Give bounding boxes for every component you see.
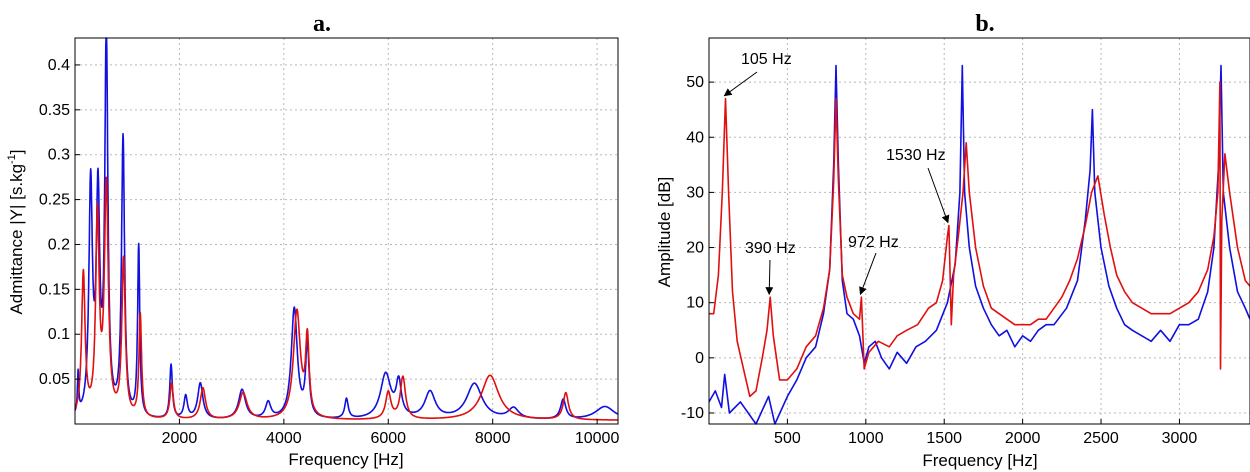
panel-b-label: b. [975,11,994,37]
x-tick-label: 3000 [1162,430,1198,447]
panel-a-frame [74,37,619,425]
panel-b-ticks: 500 1000 1500 2000 2500 3000 -10 0 10 20 30 40 50 [681,74,1197,447]
y-tick-label: 0.35 [39,102,70,119]
panel-a-ylabel: Admittance |Y| [s.kg-1] [6,149,26,314]
panel-b-frame [708,37,1250,425]
x-tick-label: 1500 [926,430,962,447]
y-tick-label: 10 [686,295,704,312]
panel-b: b. 500 1000 1500 2000 2500 3000-1001020304050… [655,11,1250,470]
y-tick-label: -10 [681,405,704,422]
panel-a-series-1-line [74,37,619,419]
panel-b-series-2-line [709,81,1250,398]
x-tick-label: 1000 [848,430,884,447]
y-tick-label: 50 [686,74,704,91]
x-tick-label: 500 [774,430,801,447]
panel-b-series [708,64,1250,425]
annotation-arrow [765,259,774,296]
panel-a-ylabel-main: Admittance |Y| [s.kg [7,164,26,315]
panel-b-annotations: 105 Hz 390 Hz 972 Hz 1530 Hz [723,51,950,296]
panel-a-xlabel: Frequency [Hz] [288,450,403,469]
y-tick-label: 0.1 [48,326,70,343]
panel-a-series-2-line [74,176,619,421]
panel-a: a. 2000 4000 6000 8000 10000 0.05 0.1 0.15 0.2 0.… [6,11,619,469]
x-tick-label: 4000 [266,430,302,447]
annotation-label: 390 Hz [745,240,796,257]
panel-a-series [74,37,619,421]
x-tick-label: 2000 [162,430,198,447]
panel-b-xlabel: Frequency [Hz] [922,451,1037,470]
y-tick-label: 0 [695,350,704,367]
panel-b-ylabel: Amplitude [dB] [655,177,674,288]
y-tick-label: 0.25 [39,192,70,209]
panel-a-label: a. [313,11,331,37]
annotation-arrow [927,167,950,224]
x-tick-label: 2500 [1083,430,1119,447]
annotation-arrow [859,252,877,296]
y-tick-label: 20 [686,240,704,257]
x-tick-label: 2000 [1005,430,1041,447]
x-tick-label: 8000 [475,430,511,447]
x-tick-label: 10000 [575,430,620,447]
panel-a-ticks: 2000 4000 6000 8000 10000 0.05 0.1 0.15 0.2 0.25 0… [39,57,620,447]
y-tick-label: 0.2 [48,236,70,253]
panel-a-grid [75,38,618,424]
annotation-label: 972 Hz [848,234,899,251]
y-tick-label: 0.4 [48,57,70,74]
y-tick-label: 0.05 [39,371,70,388]
annotation-label: 105 Hz [741,51,792,68]
panel-a-ylabel-tail: ] [7,149,26,154]
panel-b-grid [709,38,1250,424]
annotation-label: 1530 Hz [886,147,946,164]
y-tick-label: 30 [686,184,704,201]
y-tick-label: 0.3 [48,147,70,164]
panel-b-series-1-line [708,64,1250,425]
x-tick-label: 6000 [370,430,406,447]
panel-a-ylabel-sup: -1 [6,154,18,164]
y-tick-label: 40 [686,129,704,146]
y-tick-label: 0.15 [39,281,70,298]
annotation-arrow [723,71,758,97]
